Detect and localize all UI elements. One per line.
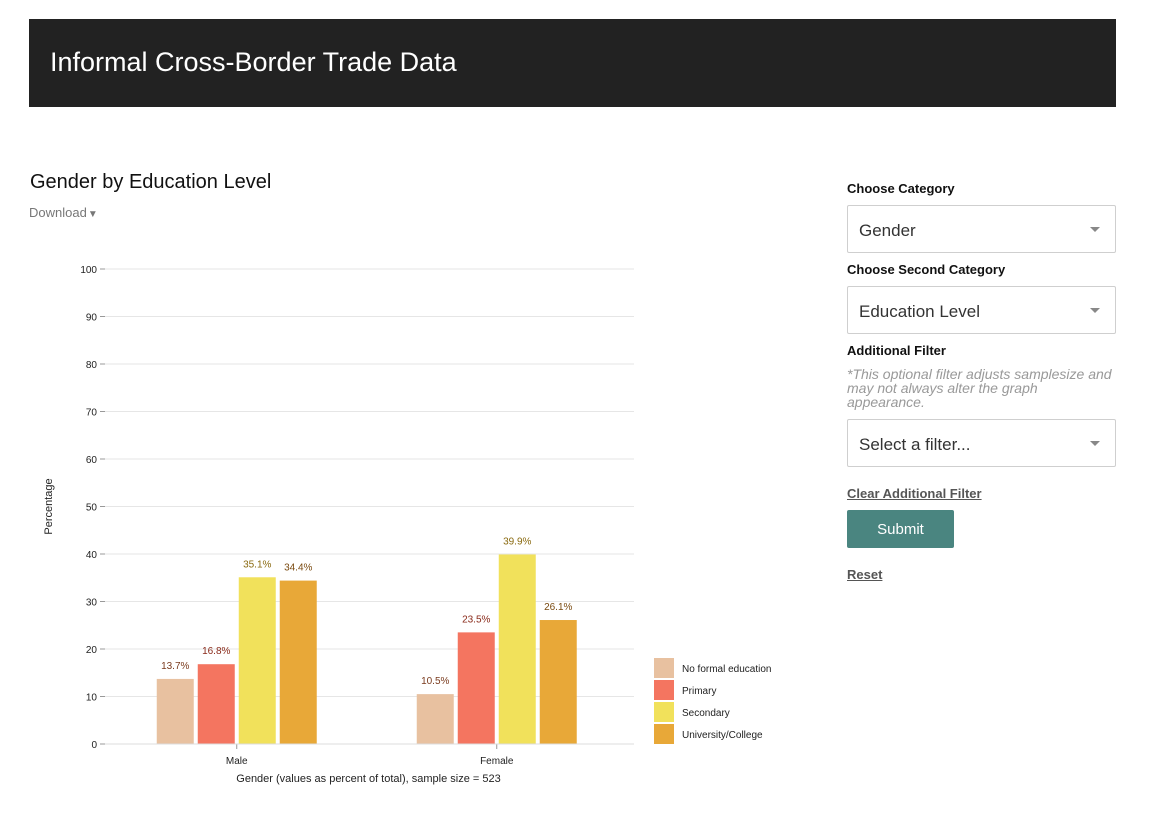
- download-label: Download: [29, 205, 87, 220]
- data-label: 10.5%: [421, 676, 449, 687]
- y-tick-label: 60: [86, 455, 98, 466]
- legend-label: University/College: [682, 730, 763, 741]
- y-tick-label: 90: [86, 313, 98, 324]
- page-title: Informal Cross-Border Trade Data: [50, 47, 457, 77]
- legend-swatch: [654, 724, 674, 744]
- legend-label: Secondary: [682, 708, 730, 719]
- submit-button[interactable]: Submit: [847, 510, 954, 548]
- legend-swatch: [654, 680, 674, 700]
- caret-down-icon: ▼: [87, 209, 98, 220]
- y-tick-label: 10: [86, 693, 98, 704]
- filter-select-placeholder: Select a filter...: [859, 435, 971, 454]
- legend-swatch: [654, 658, 674, 678]
- bar: [238, 577, 276, 744]
- second-category-select[interactable]: Education Level: [847, 286, 1116, 334]
- filter-note: *This optional filter adjusts samplesize…: [847, 366, 1112, 410]
- y-tick-label: 70: [86, 408, 98, 419]
- data-label: 13.7%: [161, 661, 189, 672]
- second-category-select-value: Education Level: [859, 302, 980, 321]
- data-label: 16.8%: [202, 646, 230, 657]
- filter-select[interactable]: Select a filter...: [847, 419, 1116, 467]
- y-tick-label: 30: [86, 598, 98, 609]
- category-select-value: Gender: [859, 221, 916, 240]
- legend-label: No formal education: [682, 664, 772, 675]
- x-tick-label: Female: [480, 756, 514, 767]
- legend-label: Primary: [682, 686, 716, 697]
- chevron-down-icon: [1090, 441, 1100, 446]
- bar: [539, 620, 577, 744]
- x-axis-label: Gender (values as percent of total), sam…: [236, 773, 500, 785]
- y-tick-label: 40: [86, 550, 98, 561]
- data-label: 26.1%: [544, 602, 572, 613]
- bar: [156, 678, 194, 744]
- bar: [279, 580, 317, 744]
- y-tick-label: 0: [91, 740, 97, 751]
- bar: [416, 694, 454, 744]
- chevron-down-icon: [1090, 308, 1100, 313]
- bar-chart: 0 10 20 30 40 50 60 70 80 90 100 Percentage 13.7% 16.…: [43, 265, 772, 785]
- download-button[interactable]: Download▼: [29, 205, 98, 220]
- bar: [197, 664, 235, 744]
- chevron-down-icon: [1090, 227, 1100, 232]
- legend-swatch: [654, 702, 674, 722]
- additional-filter-label: Additional Filter: [847, 343, 946, 358]
- category-select[interactable]: Gender: [847, 205, 1116, 253]
- y-axis-label: Percentage: [43, 478, 55, 534]
- reset-link[interactable]: Reset: [847, 567, 883, 582]
- page-header: Informal Cross-Border Trade Data: [29, 19, 1116, 107]
- data-label: 39.9%: [503, 536, 531, 547]
- choose-category-label: Choose Category: [847, 181, 955, 196]
- y-tick-label: 80: [86, 360, 98, 371]
- y-tick-label: 50: [86, 503, 98, 514]
- y-tick-label: 20: [86, 645, 98, 656]
- bar: [498, 554, 536, 744]
- choose-second-category-label: Choose Second Category: [847, 262, 1006, 277]
- data-label: 34.4%: [284, 563, 312, 574]
- data-label: 35.1%: [243, 559, 271, 570]
- clear-filter-link[interactable]: Clear Additional Filter: [847, 486, 982, 501]
- y-tick-label: 100: [80, 265, 97, 276]
- bar: [457, 632, 495, 744]
- x-tick-label: Male: [226, 756, 248, 767]
- data-label: 23.5%: [462, 614, 490, 625]
- chart-title: Gender by Education Level: [30, 171, 272, 193]
